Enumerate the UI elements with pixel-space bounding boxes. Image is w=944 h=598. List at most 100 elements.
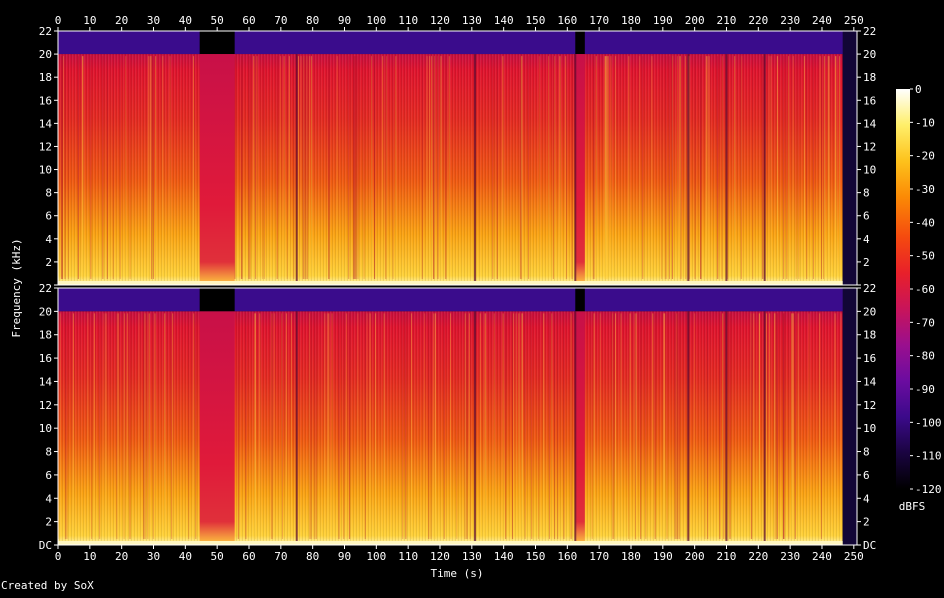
y-tick-label-right: 6 (863, 210, 870, 223)
x-tick-label-bottom: 40 (179, 550, 192, 563)
lowpass-band (58, 288, 857, 312)
colorbar-tick-label: -30 (915, 183, 935, 196)
colorbar-label: dBFS (899, 500, 926, 513)
y-tick-label-left: 20 (39, 305, 52, 318)
y-tick-label-right: 2 (863, 256, 870, 269)
x-tick-label-top: 60 (242, 14, 255, 27)
x-tick-label-bottom: 150 (526, 550, 546, 563)
y-tick-label-right: 16 (863, 352, 876, 365)
y-axis-label: Frequency (kHz) (10, 238, 23, 337)
x-tick-label-top: 250 (844, 14, 864, 27)
x-tick-label-bottom: 10 (83, 550, 96, 563)
x-tick-label-top: 150 (526, 14, 546, 27)
axes: 0 0 10 10 20 20 30 30 40 40 50 50 60 60 70 70 80 80 90 90 10… (39, 14, 877, 563)
x-tick-label-bottom: 190 (653, 550, 673, 563)
x-tick-label-top: 0 (55, 14, 62, 27)
x-tick-label-top: 190 (653, 14, 673, 27)
quiet-region (575, 311, 585, 545)
y-tick-label-right: DC (863, 539, 876, 552)
quiet-region-top (575, 31, 585, 55)
colorbar-tick-label: -10 (915, 116, 935, 129)
tail-region (842, 31, 857, 285)
y-tick-label-right: 6 (863, 469, 870, 482)
x-tick-label-top: 170 (589, 14, 609, 27)
x-tick-label-top: 10 (83, 14, 96, 27)
x-tick-label-top: 140 (494, 14, 514, 27)
y-tick-label-right: 10 (863, 422, 876, 435)
y-tick-label-left: 8 (45, 446, 52, 459)
colorbar-tick-label: -40 (915, 216, 935, 229)
x-tick-label-bottom: 70 (274, 550, 287, 563)
y-tick-label-right: 4 (863, 492, 870, 505)
channel-panel-right (58, 288, 857, 545)
quiet-region-top (575, 288, 585, 312)
x-tick-label-top: 240 (812, 14, 832, 27)
x-tick-label-bottom: 130 (462, 550, 482, 563)
y-tick-label-left: 16 (39, 352, 52, 365)
spectrum-texture (58, 54, 843, 285)
x-tick-label-top: 220 (748, 14, 768, 27)
x-tick-label-top: 30 (147, 14, 160, 27)
x-tick-label-top: 210 (717, 14, 737, 27)
y-tick-label-left: DC (39, 539, 52, 552)
x-tick-label-bottom: 30 (147, 550, 160, 563)
x-tick-label-bottom: 20 (115, 550, 128, 563)
x-tick-label-top: 90 (338, 14, 351, 27)
colorbar-tick-label: -70 (915, 316, 935, 329)
dc-band (58, 281, 843, 285)
y-tick-label-right: 2 (863, 516, 870, 529)
x-tick-label-top: 70 (274, 14, 287, 27)
y-tick-label-left: 20 (39, 48, 52, 61)
x-tick-label-bottom: 240 (812, 550, 832, 563)
dark-line (725, 54, 728, 285)
panel-frame (57, 287, 858, 546)
colorbar-tick-label: -20 (915, 150, 935, 163)
y-tick-label-right: 12 (863, 399, 876, 412)
y-tick-label-left: 8 (45, 187, 52, 200)
colorbar-tick-label: -50 (915, 250, 935, 263)
y-tick-label-left: 2 (45, 256, 52, 269)
quiet-region (575, 54, 585, 285)
y-tick-label-right: 18 (863, 329, 876, 342)
x-tick-label-bottom: 210 (717, 550, 737, 563)
quiet-region (199, 54, 235, 285)
x-tick-label-bottom: 60 (242, 550, 255, 563)
colorbar-ticks: 0 -10 -20 -30 -40 -50 -60 -70 -80 -90 -100 -110 -120 (910, 83, 942, 496)
y-tick-label-right: 14 (863, 375, 877, 388)
y-tick-label-right: 22 (863, 25, 876, 38)
x-tick-label-bottom: 230 (780, 550, 800, 563)
y-tick-label-left: 6 (45, 469, 52, 482)
y-tick-label-right: 22 (863, 282, 876, 295)
colorbar-tick-label: -110 (915, 450, 942, 463)
colorbar-tick-label: 0 (915, 83, 922, 96)
y-tick-label-right: 20 (863, 305, 876, 318)
y-tick-label-right: 4 (863, 233, 870, 246)
lowpass-band (58, 31, 857, 55)
x-tick-label-top: 200 (685, 14, 705, 27)
y-tick-label-right: 10 (863, 164, 876, 177)
spectrum-texture (58, 311, 843, 545)
dark-line (687, 311, 690, 545)
x-tick-label-bottom: 90 (338, 550, 351, 563)
channel-panel-left (58, 31, 857, 285)
colorbar-tick-label: -100 (915, 416, 942, 429)
x-tick-label-top: 80 (306, 14, 319, 27)
quiet-region-top (199, 31, 235, 55)
colorbar-tick-label: -60 (915, 283, 935, 296)
dark-line (295, 311, 298, 545)
x-tick-label-bottom: 140 (494, 550, 514, 563)
spectrogram-panels (58, 31, 857, 545)
x-tick-label-top: 110 (398, 14, 418, 27)
x-tick-label-bottom: 200 (685, 550, 705, 563)
x-tick-label-top: 40 (179, 14, 192, 27)
y-tick-label-left: 12 (39, 399, 52, 412)
dark-line (574, 311, 577, 545)
y-tick-label-left: 4 (45, 233, 52, 246)
y-tick-label-right: 8 (863, 187, 870, 200)
y-tick-label-left: 4 (45, 492, 52, 505)
dark-line (474, 54, 477, 285)
y-tick-label-right: 16 (863, 94, 876, 107)
x-tick-label-top: 120 (430, 14, 450, 27)
colorbar-tick-label: -90 (915, 383, 935, 396)
